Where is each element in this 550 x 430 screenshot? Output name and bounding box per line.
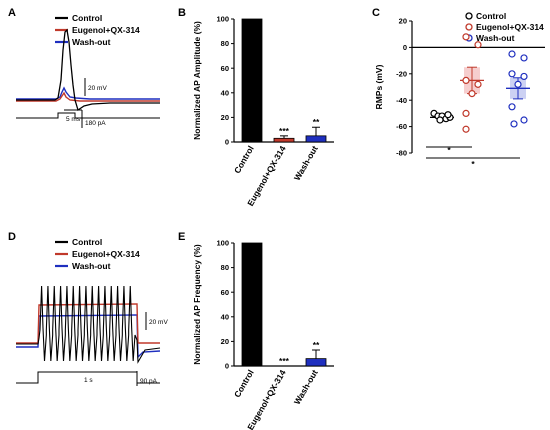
panel-d-scalebars: 20 mV 1 s 90 pA — [84, 312, 168, 386]
amp-category-label: Wash-out — [292, 144, 320, 182]
scale-d-pa: 90 pA — [140, 378, 158, 385]
rmp-legend-label: Eugenol+QX-314 — [476, 22, 544, 32]
freq-category-label: Control — [232, 368, 256, 399]
panel-d-legend: Control Eugenol+QX-314 Wash-out — [55, 237, 140, 271]
rmp-legend-marker — [465, 12, 473, 20]
amp-bar — [273, 137, 295, 143]
freq-category-label: Wash-out — [292, 368, 320, 406]
freq-ytick-label: 60 — [221, 288, 229, 297]
stimulus-d — [16, 371, 160, 384]
amp-significance: *** — [279, 126, 290, 136]
rmp-data-point — [462, 33, 470, 41]
legend-label-washout: Wash-out — [72, 37, 111, 47]
freq-ytick-label: 100 — [216, 239, 229, 248]
rmp-legend-label: Wash-out — [476, 33, 515, 43]
panel-e-letter: E — [178, 231, 185, 243]
panel-a-scalebars: 20 mV 5 ms 180 pA — [64, 78, 107, 128]
rmp-sig-star: * — [447, 145, 451, 155]
amp-ytick-label: 80 — [221, 39, 229, 48]
freq-bar — [241, 242, 263, 367]
rmp-ytick-label: -80 — [396, 149, 407, 158]
rmp-data-point — [462, 76, 470, 85]
amp-ytick-label: 60 — [221, 64, 229, 73]
scale-d-s: 1 s — [84, 377, 93, 384]
rmp-legend-marker — [465, 23, 473, 31]
rmp-data-point — [444, 111, 452, 119]
rmp-data-point — [510, 120, 518, 128]
panel-a-traces — [16, 28, 160, 119]
panel-d-traces — [16, 285, 161, 384]
stimulus-a — [16, 112, 160, 119]
rmp-y-axis-title: RMPs (mV) — [374, 64, 384, 109]
freq-bar — [305, 358, 327, 367]
chart-rmps: -80 -60 -40 -20 0 20 RMPs (mV) ControlEugenol+Q… — [374, 11, 545, 169]
legend-d-label-washout: Wash-out — [72, 261, 111, 271]
rmp-data-point — [474, 41, 482, 49]
rmp-ytick-label: -60 — [396, 122, 407, 131]
rmp-data-point — [468, 89, 476, 98]
freq-ytick-label: 0 — [225, 362, 229, 371]
legend-d-label-eugenol: Eugenol+QX-314 — [72, 249, 140, 259]
legend-label-control: Control — [72, 13, 102, 23]
chart-ap-frequency: 0 20 40 60 80 100 Normalized AP Frequency (%) C… — [192, 239, 334, 430]
freq-significance: *** — [279, 356, 290, 366]
panel-a-letter: A — [8, 7, 16, 19]
amp-ytick-label: 20 — [221, 113, 229, 122]
trace-eugenol — [16, 91, 160, 102]
amp-y-axis-title: Normalized AP Amplitude (%) — [192, 21, 202, 140]
panel-c-letter: C — [372, 7, 380, 19]
rmp-data-point — [508, 103, 516, 111]
rmp-data-point — [508, 50, 516, 58]
rmp-ytick-label: 0 — [403, 43, 407, 52]
rmp-ytick-label: 20 — [399, 17, 407, 26]
rmp-legend-label: Control — [476, 11, 506, 21]
freq-significance: ** — [313, 340, 320, 350]
scale-a-mv: 20 mV — [88, 85, 107, 92]
panel-b-letter: B — [178, 7, 186, 19]
rmp-data-point — [520, 116, 528, 124]
rmp-data-point — [520, 72, 528, 81]
amp-bar — [305, 135, 327, 143]
scale-d-mv: 20 mV — [149, 319, 168, 326]
rmp-data-point — [474, 80, 482, 88]
legend-d-label-control: Control — [72, 237, 102, 247]
freq-ytick-label: 40 — [221, 312, 229, 321]
rmp-data-point — [520, 54, 528, 62]
amp-ytick-label: 100 — [216, 15, 229, 24]
freq-ytick-label: 80 — [221, 263, 229, 272]
amp-category-label: Control — [232, 144, 256, 175]
amp-bar — [241, 18, 263, 143]
legend-label-eugenol: Eugenol+QX-314 — [72, 25, 140, 35]
amp-ytick-label: 40 — [221, 88, 229, 97]
scale-a-pa: 180 pA — [85, 120, 106, 127]
rmp-data-point — [462, 109, 470, 118]
rmp-data-point — [508, 70, 516, 78]
amp-ytick-label: 0 — [225, 138, 229, 147]
freq-y-axis-title: Normalized AP Frequency (%) — [192, 244, 202, 365]
rmp-sig-star: * — [471, 159, 475, 169]
trace-d-eugenol — [16, 303, 160, 344]
rmp-data-point — [462, 125, 470, 133]
chart-ap-amplitude: 0 20 40 60 80 100 Normalized AP Amplitude (%) C… — [192, 15, 334, 208]
trace-control — [16, 28, 160, 112]
trace-d-control — [16, 285, 161, 364]
rmp-data-point — [514, 80, 522, 88]
rmp-data-point — [436, 116, 444, 124]
freq-ytick-label: 20 — [221, 337, 229, 346]
scale-a-ms: 5 ms — [66, 116, 81, 123]
rmp-ytick-label: -40 — [396, 96, 407, 105]
rmp-ytick-label: -20 — [396, 69, 407, 78]
amp-significance: ** — [313, 117, 320, 127]
panel-a-legend: Control Eugenol+QX-314 Wash-out — [55, 13, 140, 47]
panel-d-letter: D — [8, 231, 16, 243]
